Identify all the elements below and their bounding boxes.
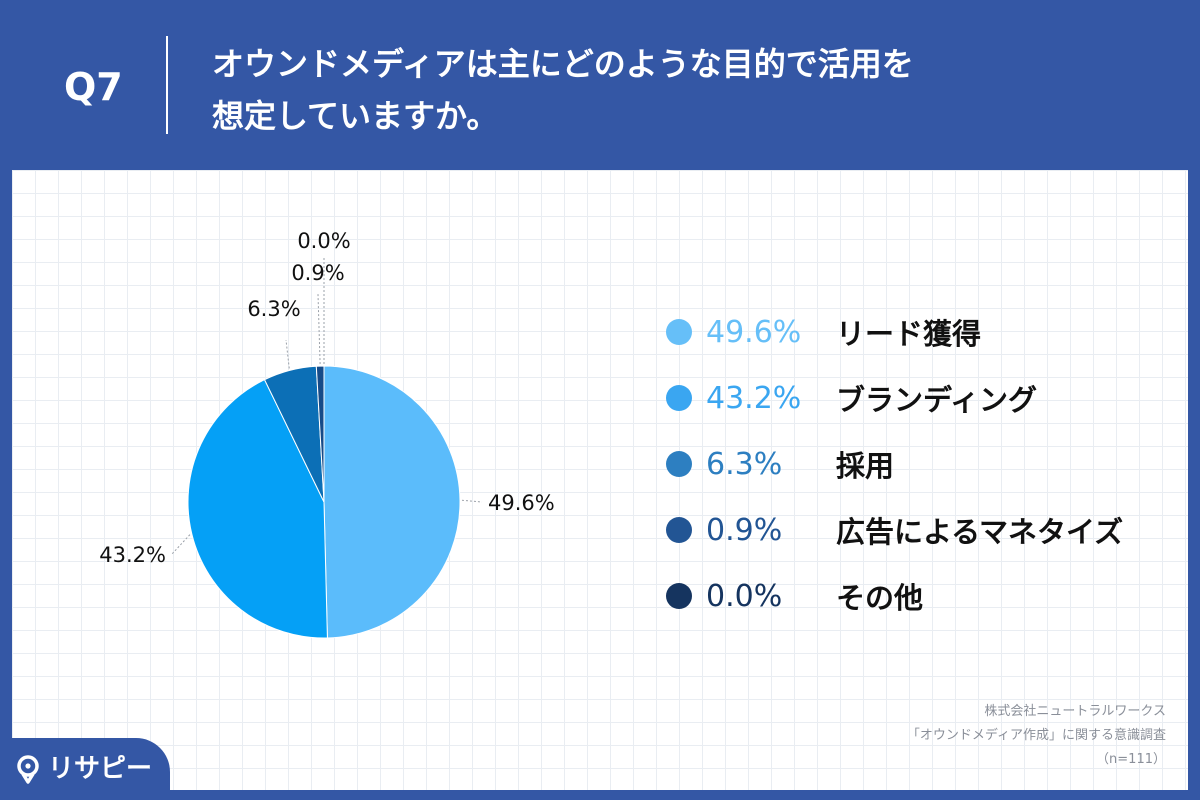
legend-value: 0.9%	[706, 512, 783, 548]
legend-label: 広告によるマネタイズ	[836, 515, 1124, 549]
legend-item: 49.6% リード獲得	[666, 310, 1166, 354]
pie-chart: 49.6% 43.2% 6.3% 0.9% 0.0%	[99, 229, 555, 639]
legend-label: 採用	[836, 449, 895, 483]
brand-logo: リサピー	[0, 738, 170, 800]
leader-line	[317, 293, 321, 365]
sample-size: （n=111）	[1096, 752, 1166, 767]
question-text: オウンドメディアは主にどのような目的で活用を 想定していますか。	[212, 38, 1112, 142]
question-line-1: オウンドメディアは主にどのような目的で活用を	[212, 45, 914, 83]
data-label: 6.3%	[247, 297, 300, 321]
brand-name: リサピー	[48, 754, 153, 784]
legend: 49.6% リード獲得 43.2% ブランディング 6.3% 採用 0.9% 広…	[666, 310, 1166, 640]
pie-slice	[323, 365, 461, 639]
pie-slice	[187, 379, 328, 639]
legend-dot	[666, 319, 692, 345]
legend-value: 6.3%	[706, 446, 783, 482]
legend-value: 0.0%	[706, 578, 783, 614]
legend-label: リード獲得	[836, 317, 982, 351]
data-label: 0.9%	[291, 261, 344, 285]
data-label: 49.6%	[488, 491, 555, 515]
source-note: 株式会社ニュートラルワークス 「オウンドメディア作成」に関する意識調査 （n=1…	[766, 700, 1166, 772]
leader-line	[171, 534, 191, 555]
leader-line	[461, 499, 483, 503]
legend-item: 6.3% 採用	[666, 442, 1166, 486]
legend-label: ブランディング	[836, 383, 1037, 417]
data-label: 43.2%	[99, 543, 166, 567]
legend-value: 43.2%	[706, 380, 802, 416]
legend-value: 49.6%	[706, 314, 802, 350]
question-line-2: 想定していますか。	[212, 97, 499, 135]
source-survey: 「オウンドメディア作成」に関する意識調査	[906, 728, 1166, 743]
leader-line	[285, 339, 290, 369]
question-number: Q7	[64, 65, 123, 109]
pin-icon	[17, 755, 39, 784]
pie-slice	[315, 365, 325, 503]
legend-dot	[666, 385, 692, 411]
legend-dot	[666, 517, 692, 543]
chart-panel: 49.6% 43.2% 6.3% 0.9% 0.0% 49.6% リード獲得 43.2%…	[12, 170, 1188, 790]
legend-item: 0.0% その他	[666, 574, 1166, 618]
legend-item: 0.9% 広告によるマネタイズ	[666, 508, 1166, 552]
legend-dot	[666, 451, 692, 477]
legend-label: その他	[836, 581, 924, 615]
legend-dot	[666, 583, 692, 609]
header: Q7 オウンドメディアは主にどのような目的で活用を 想定していますか。	[0, 0, 1200, 170]
legend-item: 43.2% ブランディング	[666, 376, 1166, 420]
source-company: 株式会社ニュートラルワークス	[984, 704, 1166, 719]
data-label: 0.0%	[297, 229, 350, 253]
header-divider	[166, 36, 168, 134]
